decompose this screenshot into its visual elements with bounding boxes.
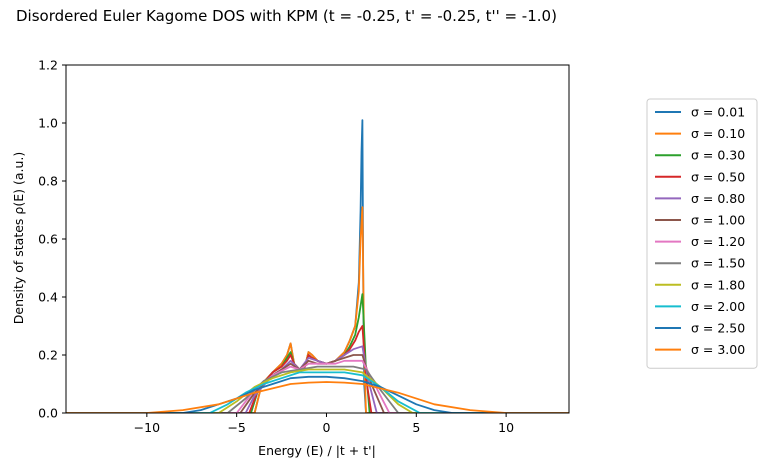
series-line-8 — [66, 368, 569, 413]
legend-entry: σ = 1.00 — [691, 213, 745, 228]
y-tick-label: 0.2 — [38, 348, 58, 363]
x-tick-label: 5 — [412, 420, 420, 435]
legend-entry: σ = 0.80 — [691, 191, 745, 206]
y-tick-label: 0.6 — [38, 232, 58, 247]
legend-box — [646, 98, 758, 369]
x-tick-label: 10 — [498, 420, 514, 435]
series-line-1 — [66, 206, 569, 413]
series-line-11 — [66, 381, 569, 413]
legend-entry: σ = 2.00 — [691, 299, 745, 314]
y-tick-label: 0.4 — [38, 290, 58, 305]
legend-entry: σ = 1.50 — [691, 256, 745, 271]
y-tick-label: 0.8 — [38, 174, 58, 189]
legend-entry: σ = 0.01 — [691, 105, 745, 120]
y-tick-label: 1.0 — [38, 116, 58, 131]
y-tick-label: 1.2 — [38, 58, 58, 73]
y-axis-label: Density of states ρ(E) (a.u.) — [11, 152, 26, 325]
legend-entry: σ = 0.50 — [691, 169, 745, 184]
legend-entry: σ = 0.30 — [691, 148, 745, 163]
legend-entry: σ = 2.50 — [691, 321, 745, 336]
legend-entry: σ = 1.80 — [691, 277, 745, 292]
chart-title: Disordered Euler Kagome DOS with KPM (t … — [16, 7, 557, 25]
x-tick-label: −10 — [134, 420, 160, 435]
series-line-2 — [66, 293, 569, 413]
series-line-3 — [66, 325, 569, 413]
x-tick-label: 0 — [323, 420, 331, 435]
series-line-4 — [66, 345, 569, 413]
series-line-9 — [66, 371, 569, 413]
legend-entry: σ = 3.00 — [691, 342, 745, 357]
legend-entry: σ = 0.10 — [691, 126, 745, 141]
series-line-7 — [66, 365, 569, 413]
x-tick-label: −5 — [227, 420, 245, 435]
y-tick-label: 0.0 — [38, 406, 58, 421]
x-axis-label: Energy (E) / |t + t'| — [258, 443, 376, 458]
legend-entry: σ = 1.20 — [691, 234, 745, 249]
